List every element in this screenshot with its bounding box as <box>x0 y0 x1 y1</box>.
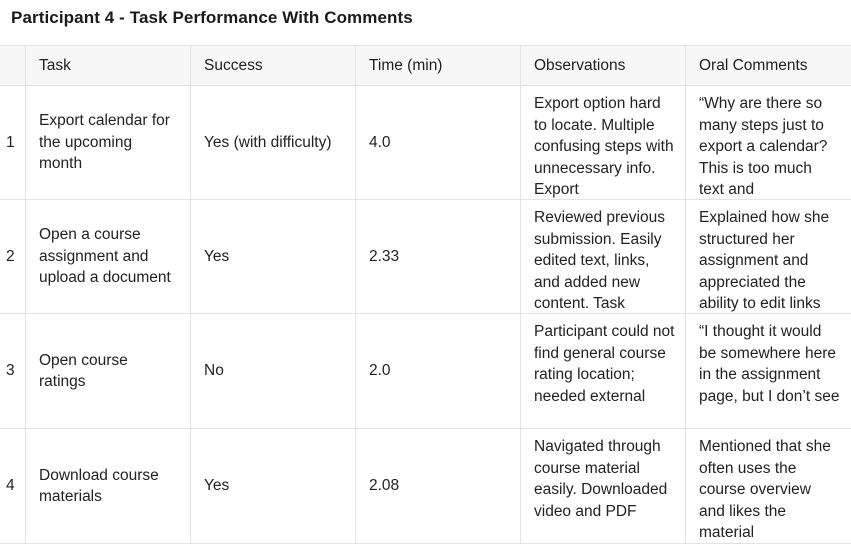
row-number: 4 <box>0 429 26 544</box>
task-cell: Open course ratings <box>26 314 191 429</box>
observations-cell: Navigated through course material easily… <box>521 429 686 544</box>
header-time: Time (min) <box>356 45 521 86</box>
header-task: Task <box>26 45 191 86</box>
task-cell: Export calendar for the upcoming month <box>26 86 191 200</box>
success-cell: Yes (with difficulty) <box>191 86 356 200</box>
time-cell: 2.33 <box>356 200 521 314</box>
observations-cell: Reviewed previous submission. Easily edi… <box>521 200 686 314</box>
time-cell: 2.0 <box>356 314 521 429</box>
row-number: 1 <box>0 86 26 200</box>
row-number: 2 <box>0 200 26 314</box>
header-observations: Observations <box>521 45 686 86</box>
oral-comments-cell: Explained how she structured her assignm… <box>686 200 851 314</box>
oral-comments-cell: Mentioned that she often uses the course… <box>686 429 851 544</box>
header-row-index <box>0 45 26 86</box>
observations-cell: Export option hard to locate. Multiple c… <box>521 86 686 200</box>
row-number: 3 <box>0 314 26 429</box>
time-cell: 2.08 <box>356 429 521 544</box>
page-title: Participant 4 - Task Performance With Co… <box>11 8 413 27</box>
task-performance-table: Task Success Time (min) Observations Ora… <box>0 45 851 544</box>
header-oral-comments: Oral Comments <box>686 45 851 86</box>
success-cell: No <box>191 314 356 429</box>
observations-cell: Participant could not find general cours… <box>521 314 686 429</box>
success-cell: Yes <box>191 429 356 544</box>
time-cell: 4.0 <box>356 86 521 200</box>
task-cell: Open a course assignment and upload a do… <box>26 200 191 314</box>
oral-comments-cell: “I thought it would be somewhere here in… <box>686 314 851 429</box>
success-cell: Yes <box>191 200 356 314</box>
task-cell: Download course materials <box>26 429 191 544</box>
oral-comments-cell: “Why are there so many steps just to exp… <box>686 86 851 200</box>
header-success: Success <box>191 45 356 86</box>
